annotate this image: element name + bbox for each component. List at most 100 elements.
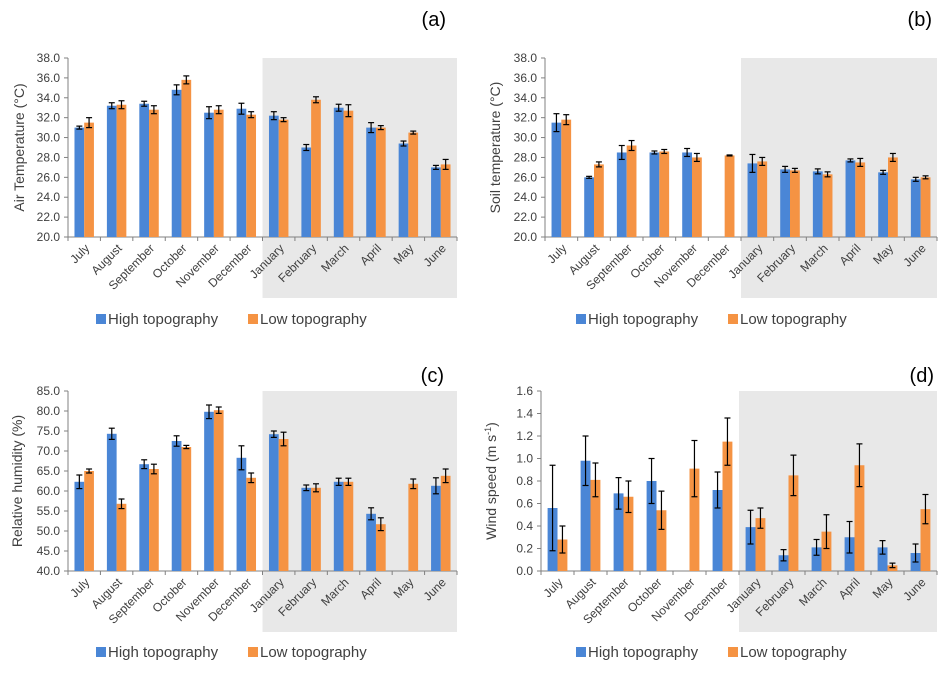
- y-axis-title-end: ): [483, 422, 499, 427]
- bar-low-november: [213, 109, 224, 237]
- y-tick-label: 55.0: [37, 504, 61, 518]
- bar-high-july: [74, 127, 85, 237]
- bar-low-september: [149, 469, 159, 571]
- bar-low-april: [375, 127, 386, 237]
- y-tick-label: 24.0: [514, 190, 538, 204]
- legend-label-low: Low topography: [260, 644, 367, 661]
- bar-low-may: [408, 132, 419, 237]
- bar-low-february: [311, 99, 321, 238]
- bar-high-march: [811, 547, 822, 571]
- bar-high-january: [268, 434, 279, 571]
- bar-high-september: [139, 103, 150, 237]
- bar-high-april: [845, 160, 856, 237]
- y-tick-label: 20.0: [37, 230, 61, 244]
- y-tick-label: 28.0: [37, 150, 61, 164]
- y-tick-label: 0.6: [516, 497, 533, 511]
- bar-high-march: [812, 171, 823, 237]
- bar-high-august: [106, 433, 117, 571]
- y-axis-title: Air Temperature (°C): [11, 83, 27, 211]
- bar-low-april: [855, 162, 866, 237]
- panel-label: (c): [421, 365, 444, 387]
- bar-low-august: [590, 479, 601, 571]
- bar-low-january: [757, 161, 768, 237]
- bar-low-january: [278, 119, 289, 237]
- bar-low-october: [181, 447, 192, 571]
- bar-low-december: [722, 441, 733, 571]
- bar-low-october: [659, 151, 670, 237]
- x-tick-label: July: [541, 575, 566, 600]
- legend-label-low: Low topography: [740, 311, 847, 328]
- bar-low-november: [692, 157, 702, 237]
- bar-high-december: [236, 457, 247, 571]
- shaded-period-region: [262, 58, 457, 298]
- y-tick-label: 24.0: [37, 190, 61, 204]
- bar-high-september: [613, 493, 624, 571]
- bar-low-january: [278, 439, 289, 571]
- y-tick-label: 40.0: [37, 564, 61, 578]
- bar-low-september: [626, 145, 637, 237]
- y-tick-label: 38.0: [514, 51, 538, 65]
- bar-high-may: [878, 172, 888, 237]
- bar-high-april: [366, 127, 376, 237]
- y-tick-label: 70.0: [37, 444, 61, 458]
- legend-swatch-low: [248, 647, 258, 657]
- y-tick-label: 38.0: [37, 51, 61, 65]
- y-tick-label: 0.8: [516, 474, 533, 488]
- legend-swatch-high: [96, 647, 106, 657]
- panel-label: (a): [422, 9, 446, 31]
- shaded-period-region: [262, 391, 457, 632]
- y-tick-label: 34.0: [37, 91, 61, 105]
- panel-label: (d): [910, 365, 934, 387]
- y-tick-label: 32.0: [37, 111, 61, 125]
- y-tick-label: 0.2: [516, 542, 533, 556]
- bar-high-october: [171, 441, 182, 571]
- bar-high-september: [139, 464, 150, 571]
- y-tick-label: 85.0: [37, 384, 61, 398]
- y-tick-label: 34.0: [514, 91, 538, 105]
- bar-high-may: [398, 143, 409, 237]
- bar-high-october: [171, 89, 182, 237]
- bar-high-january: [747, 163, 758, 237]
- bar-low-july: [557, 539, 568, 571]
- y-tick-label: 1.2: [516, 429, 533, 443]
- bar-high-april: [844, 537, 855, 571]
- y-tick-label: 1.4: [516, 407, 533, 421]
- bar-high-may: [877, 547, 888, 571]
- y-tick-label: 0.4: [516, 519, 533, 533]
- y-tick-label: 80.0: [37, 404, 61, 418]
- bar-low-november: [689, 468, 700, 571]
- bar-high-january: [745, 527, 756, 571]
- bar-high-february: [301, 147, 312, 237]
- bar-low-may: [408, 483, 419, 571]
- bar-high-november: [204, 112, 214, 237]
- legend: High topography Low topography: [576, 311, 847, 328]
- bar-low-november: [213, 410, 224, 571]
- y-tick-label: 36.0: [37, 71, 61, 85]
- bar-low-december: [246, 477, 257, 571]
- bar-high-december: [712, 490, 723, 571]
- bar-high-october: [646, 481, 657, 571]
- legend-swatch-high: [96, 314, 106, 324]
- bar-low-june: [920, 509, 931, 571]
- chart-panel-b: 20.0 22.0 24.0 26.0 28.0 30.0 32.0 34.0 36.0 38.0…: [487, 9, 938, 328]
- y-tick-label: 45.0: [37, 544, 61, 558]
- bar-low-august: [594, 164, 604, 237]
- legend-label-high: High topography: [108, 311, 219, 328]
- chart-panel-c: 40.0 45.0 50.0 55.0 60.0 65.0 70.0 75.0 80.0 85.0…: [9, 365, 458, 661]
- legend-label-low: Low topography: [260, 311, 367, 328]
- bar-low-july: [561, 119, 572, 237]
- y-tick-label: 30.0: [514, 131, 538, 145]
- y-tick-label: 28.0: [514, 150, 538, 164]
- bar-low-august: [116, 104, 127, 237]
- bar-high-november: [204, 411, 214, 571]
- legend-swatch-low: [248, 314, 258, 324]
- bar-high-october: [649, 152, 660, 237]
- bar-low-october: [656, 510, 667, 571]
- bar-low-october: [181, 79, 192, 237]
- legend-label-high: High topography: [108, 644, 219, 661]
- bar-high-february: [778, 555, 789, 571]
- bar-high-november: [682, 152, 692, 237]
- shaded-period-region: [741, 58, 937, 298]
- bar-high-june: [431, 485, 441, 571]
- y-tick-label: 26.0: [514, 170, 538, 184]
